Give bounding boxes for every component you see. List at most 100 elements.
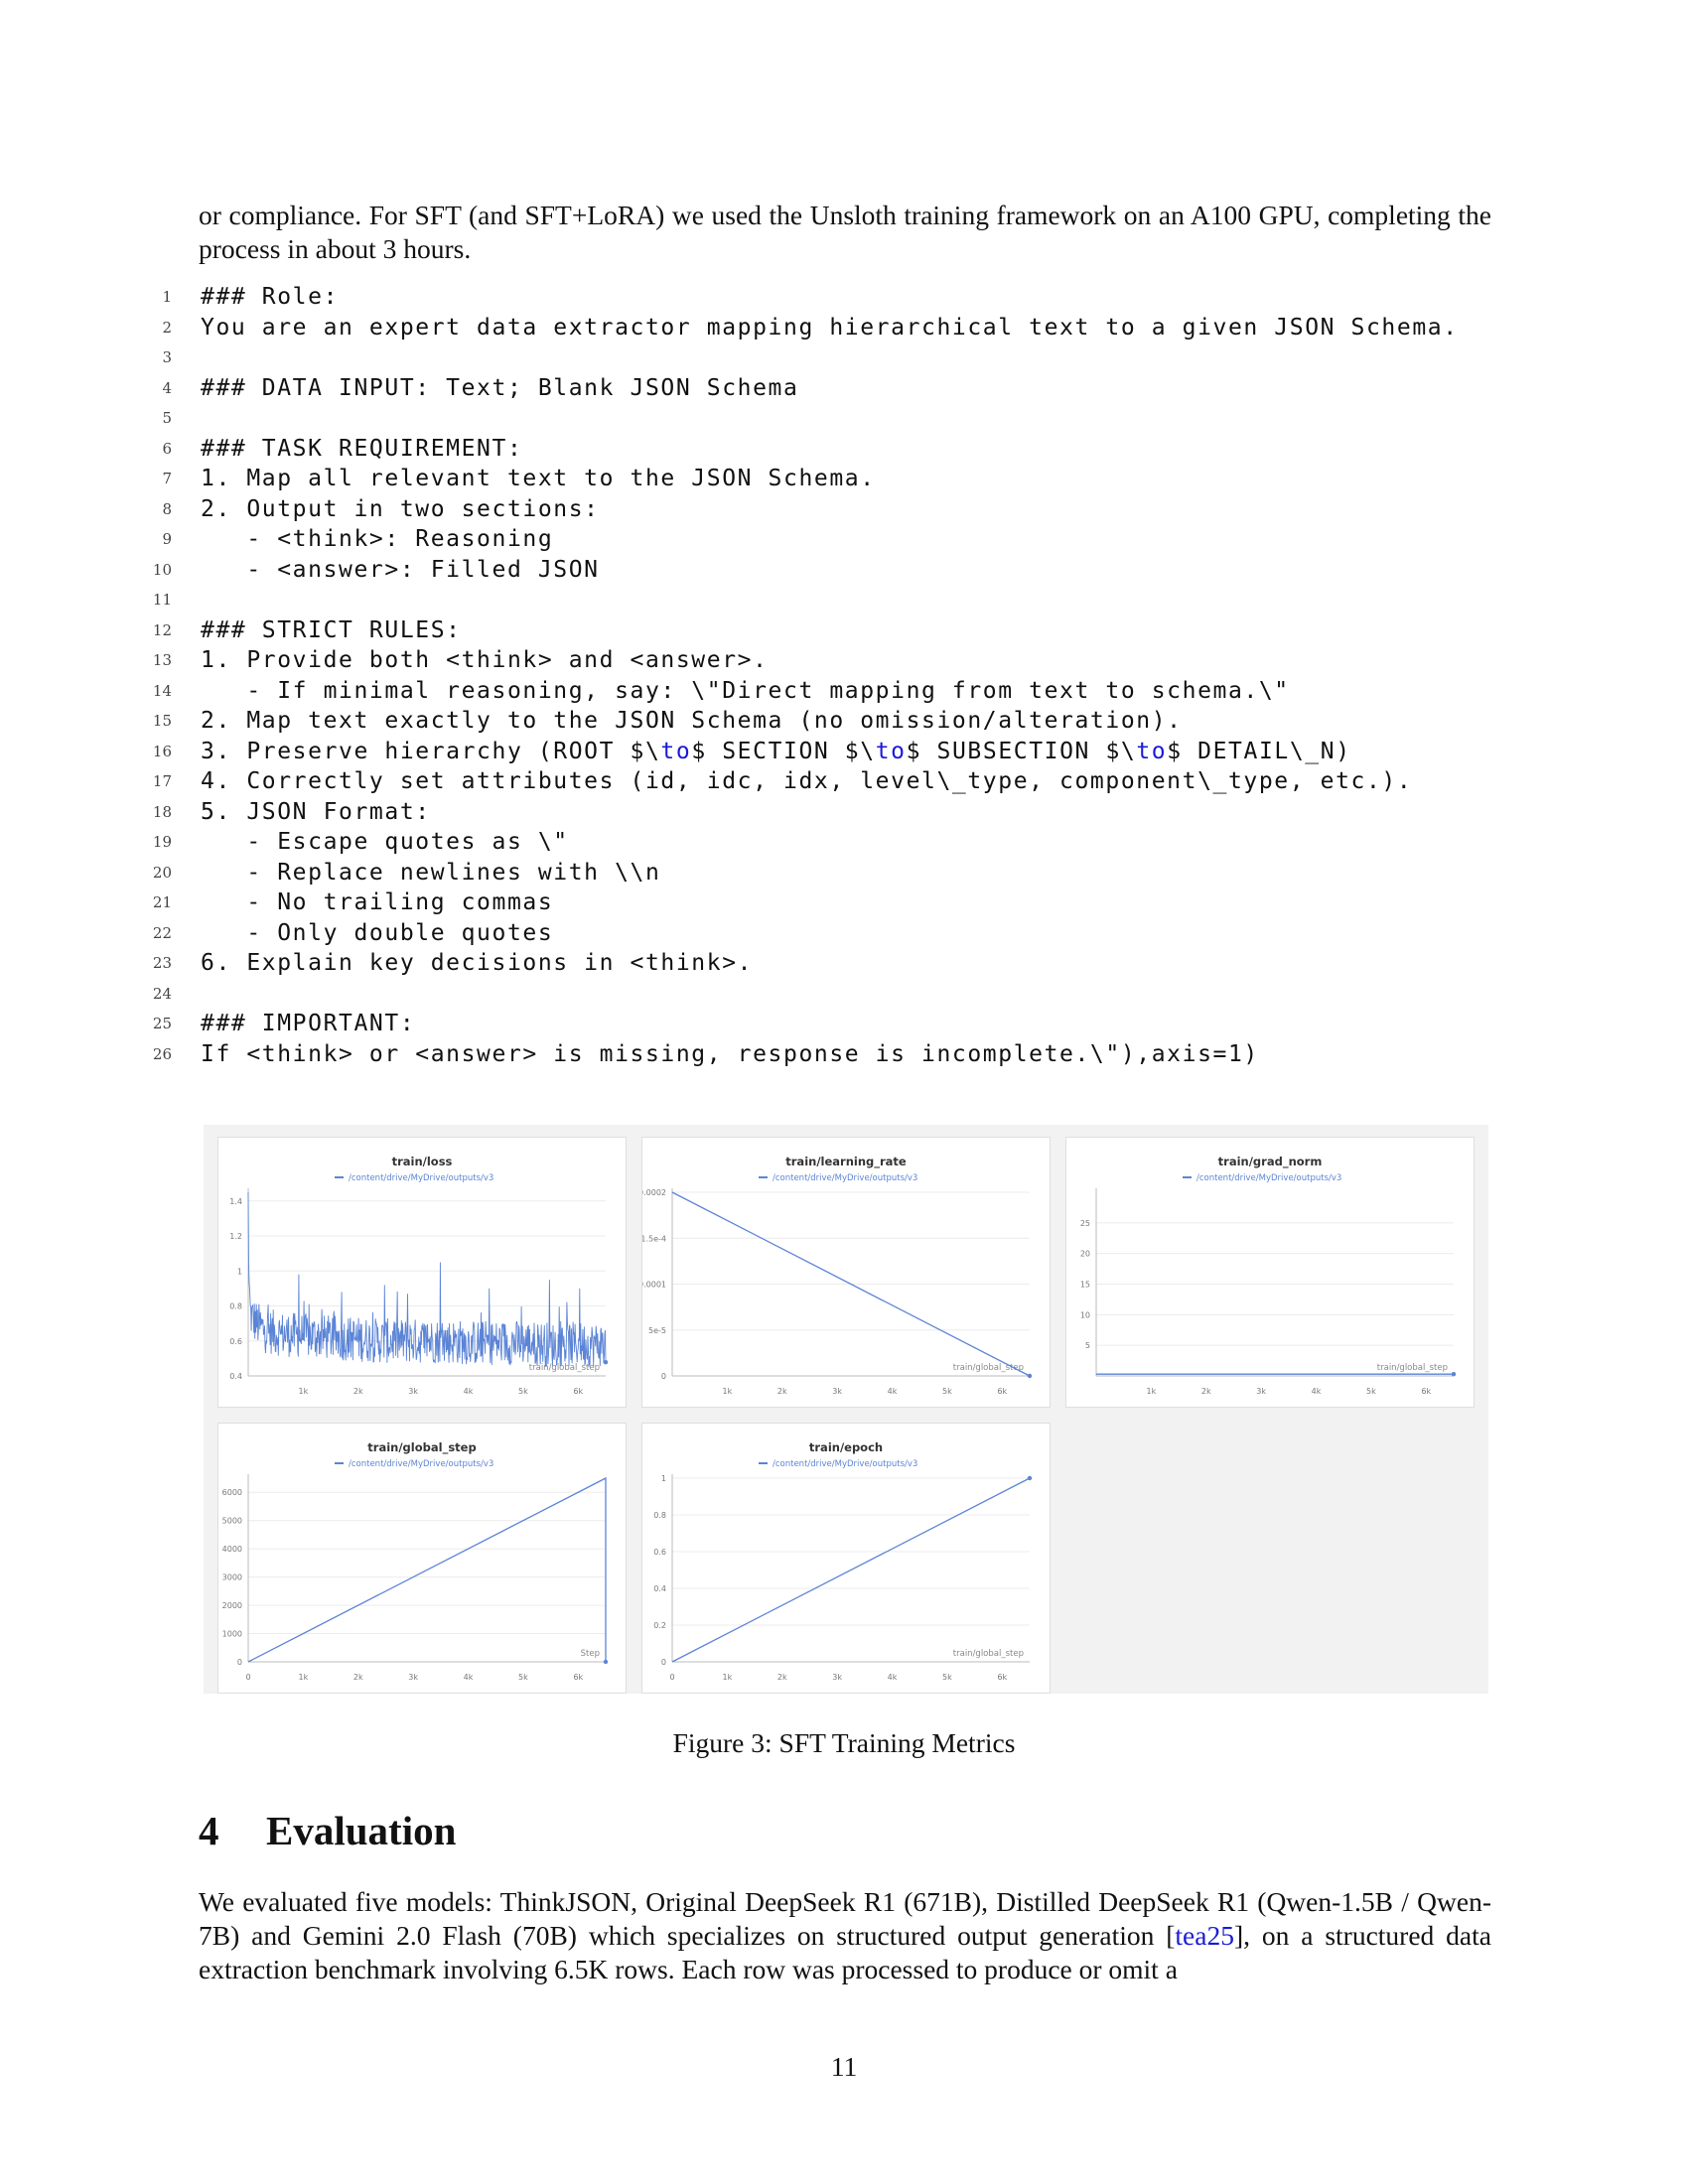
line-number: 4 — [162, 378, 172, 397]
chart-train-grad-norm: train/grad_norm/content/drive/MyDrive/ou… — [1065, 1137, 1475, 1408]
code-text: 5. JSON Format: — [201, 798, 431, 825]
code-line: 10 - <answer>: Filled JSON — [139, 555, 1529, 586]
series-endpoint — [1027, 1475, 1033, 1481]
code-line: 2 You are an expert data extractor mappin… — [139, 313, 1529, 343]
x-tick-label: 2k — [1201, 1387, 1211, 1396]
x-tick-label: 0 — [669, 1673, 674, 1682]
code-text: If <think> or <answer> is missing, respo… — [201, 1040, 1259, 1067]
x-tick-label: 3k — [408, 1673, 418, 1682]
page-number: 11 — [830, 2051, 858, 2082]
code-line: 21 - No trailing commas — [139, 887, 1529, 918]
code-line: 23 6. Explain key decisions in <think>. — [139, 948, 1529, 979]
y-tick-label: 1.5e-4 — [642, 1234, 666, 1243]
code-text: ### Role: — [201, 284, 340, 311]
y-tick-label: 0.8 — [229, 1302, 242, 1311]
line-number: 25 — [152, 1015, 172, 1033]
line-number: 26 — [152, 1044, 172, 1063]
code-text: ### IMPORTANT: — [201, 1011, 416, 1037]
code-line: 24 — [139, 979, 1529, 1010]
series-endpoint — [603, 1659, 609, 1665]
code-text: ### TASK REQUIREMENT: — [201, 435, 523, 462]
code-line: 3 — [139, 342, 1529, 373]
code-text: 2. Output in two sections: — [201, 495, 600, 522]
line-number: 16 — [152, 742, 172, 760]
line-number: 19 — [152, 833, 172, 852]
line-number: 5 — [162, 409, 172, 428]
code-line: 9 - <think>: Reasoning — [139, 524, 1529, 555]
code-line: 1 ### Role: — [139, 282, 1529, 313]
figure-caption: Figure 3: SFT Training Metrics — [672, 1727, 1016, 1758]
legend-label: /content/drive/MyDrive/outputs/v3 — [349, 1459, 493, 1469]
code-line: 16 3. Preserve hierarchy (ROOT $\to$ SECT… — [139, 737, 1529, 767]
code-line: 4 ### DATA INPUT: Text; Blank JSON Schema — [139, 373, 1529, 404]
chart-train-learning-rate: train/learning_rate/content/drive/MyDriv… — [641, 1137, 1051, 1408]
y-tick-label: 1 — [661, 1474, 666, 1483]
y-tick-label: 0.8 — [653, 1511, 666, 1520]
x-tick-label: 3k — [832, 1387, 842, 1396]
x-tick-label: 5k — [1366, 1387, 1376, 1396]
y-tick-label: 0 — [661, 1372, 666, 1381]
citation-link[interactable]: tea25 — [1175, 1920, 1234, 1951]
line-number: 12 — [152, 620, 172, 639]
code-text: - Escape quotes as \" — [201, 829, 569, 856]
code-text: 1. Map all relevant text to the JSON Sch… — [201, 466, 876, 492]
y-tick-label: 10 — [1080, 1310, 1090, 1319]
x-tick-label: 2k — [353, 1387, 363, 1396]
x-tick-label: 6k — [997, 1387, 1007, 1396]
code-line: 22 - Only double quotes — [139, 918, 1529, 949]
code-text: You are an expert data extractor mapping… — [201, 314, 1459, 341]
line-number: 10 — [152, 560, 172, 579]
y-tick-label: 0.4 — [653, 1584, 666, 1593]
x-tick-label: 2k — [777, 1387, 787, 1396]
legend-label: /content/drive/MyDrive/outputs/v3 — [773, 1459, 917, 1469]
x-tick-label: 2k — [353, 1673, 363, 1682]
x-tick-label: 1k — [723, 1673, 733, 1682]
series-endpoint — [1451, 1371, 1457, 1377]
legend-label: /content/drive/MyDrive/outputs/v3 — [349, 1173, 493, 1183]
chart-title: train/learning_rate — [785, 1155, 907, 1169]
series-endpoint — [603, 1360, 609, 1365]
chart-train-global-step: train/global_step/content/drive/MyDrive/… — [217, 1423, 627, 1694]
code-line: 17 4. Correctly set attributes (id, idc, … — [139, 766, 1529, 797]
x-tick-label: 4k — [464, 1673, 474, 1682]
x-tick-label: 4k — [888, 1673, 898, 1682]
legend-label: /content/drive/MyDrive/outputs/v3 — [773, 1173, 917, 1183]
y-tick-label: 1.4 — [229, 1197, 242, 1206]
y-tick-label: 0.0002 — [642, 1188, 666, 1197]
y-tick-label: 5000 — [222, 1517, 242, 1526]
code-line: 7 1. Map all relevant text to the JSON Sc… — [139, 464, 1529, 494]
x-tick-label: 3k — [1256, 1387, 1266, 1396]
intro-paragraph: or compliance. For SFT (and SFT+LoRA) we… — [199, 200, 1491, 264]
line-number: 3 — [162, 348, 172, 367]
y-tick-label: 20 — [1080, 1250, 1090, 1259]
chart-train-epoch: train/epoch/content/drive/MyDrive/output… — [641, 1423, 1051, 1694]
line-number: 8 — [162, 499, 172, 518]
series-line — [247, 1476, 607, 1663]
x-tick-label: 0 — [245, 1673, 250, 1682]
y-tick-label: 0 — [661, 1658, 666, 1667]
line-number: 7 — [162, 470, 172, 488]
y-tick-label: 0.2 — [653, 1621, 666, 1630]
y-tick-label: 5e-5 — [648, 1326, 666, 1335]
x-tick-label: 4k — [464, 1387, 474, 1396]
code-line: 8 2. Output in two sections: — [139, 494, 1529, 525]
x-tick-label: 6k — [997, 1673, 1007, 1682]
series-line — [671, 1191, 1031, 1377]
line-number: 11 — [152, 591, 172, 610]
x-axis-label: train/global_step — [953, 1649, 1024, 1659]
y-tick-label: 15 — [1080, 1281, 1090, 1290]
x-tick-label: 6k — [1421, 1387, 1431, 1396]
x-tick-label: 3k — [832, 1673, 842, 1682]
y-tick-label: 3000 — [222, 1573, 242, 1582]
code-line: 6 ### TASK REQUIREMENT: — [139, 434, 1529, 465]
y-tick-label: 0 — [237, 1658, 242, 1667]
y-tick-label: 25 — [1080, 1219, 1090, 1228]
y-tick-label: 2000 — [222, 1601, 242, 1610]
line-number: 22 — [152, 923, 172, 942]
code-line: 14 - If minimal reasoning, say: \"Direct… — [139, 676, 1529, 707]
chart-title: train/loss — [392, 1155, 453, 1168]
section-heading: 4 Evaluation — [199, 1807, 456, 1854]
code-text: ### DATA INPUT: Text; Blank JSON Schema — [201, 374, 799, 401]
chart-train-loss: train/loss/content/drive/MyDrive/outputs… — [217, 1137, 627, 1408]
x-tick-label: 3k — [408, 1387, 418, 1396]
